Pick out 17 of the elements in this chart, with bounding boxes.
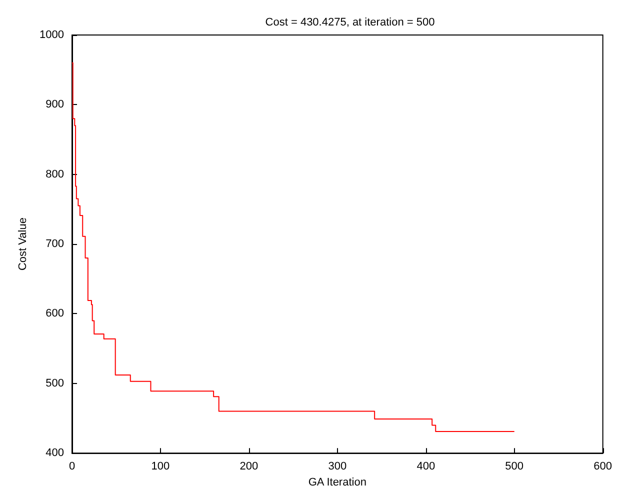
y-tick-label: 400 xyxy=(46,447,64,460)
x-axis-title: GA Iteration xyxy=(308,476,366,488)
x-tick-label: 200 xyxy=(240,460,258,473)
y-tick-label: 500 xyxy=(46,377,64,390)
x-tick-label: 300 xyxy=(328,460,347,473)
x-tick-label: 100 xyxy=(151,460,170,473)
y-tick-label: 900 xyxy=(46,98,64,111)
chart-title: Cost = 430.4275, at iteration = 500 xyxy=(265,16,435,28)
y-tick-label: 800 xyxy=(46,168,64,180)
y-tick-label: 600 xyxy=(46,308,64,320)
x-tick-label: 0 xyxy=(68,460,76,473)
x-tick-label: 600 xyxy=(594,460,612,473)
y-tick-label: 1000 xyxy=(40,29,64,41)
x-tick-label: 400 xyxy=(416,460,436,473)
x-tick-label: 500 xyxy=(505,460,524,473)
y-axis-title: Cost Value xyxy=(17,218,30,271)
y-tick-label: 700 xyxy=(46,238,64,250)
